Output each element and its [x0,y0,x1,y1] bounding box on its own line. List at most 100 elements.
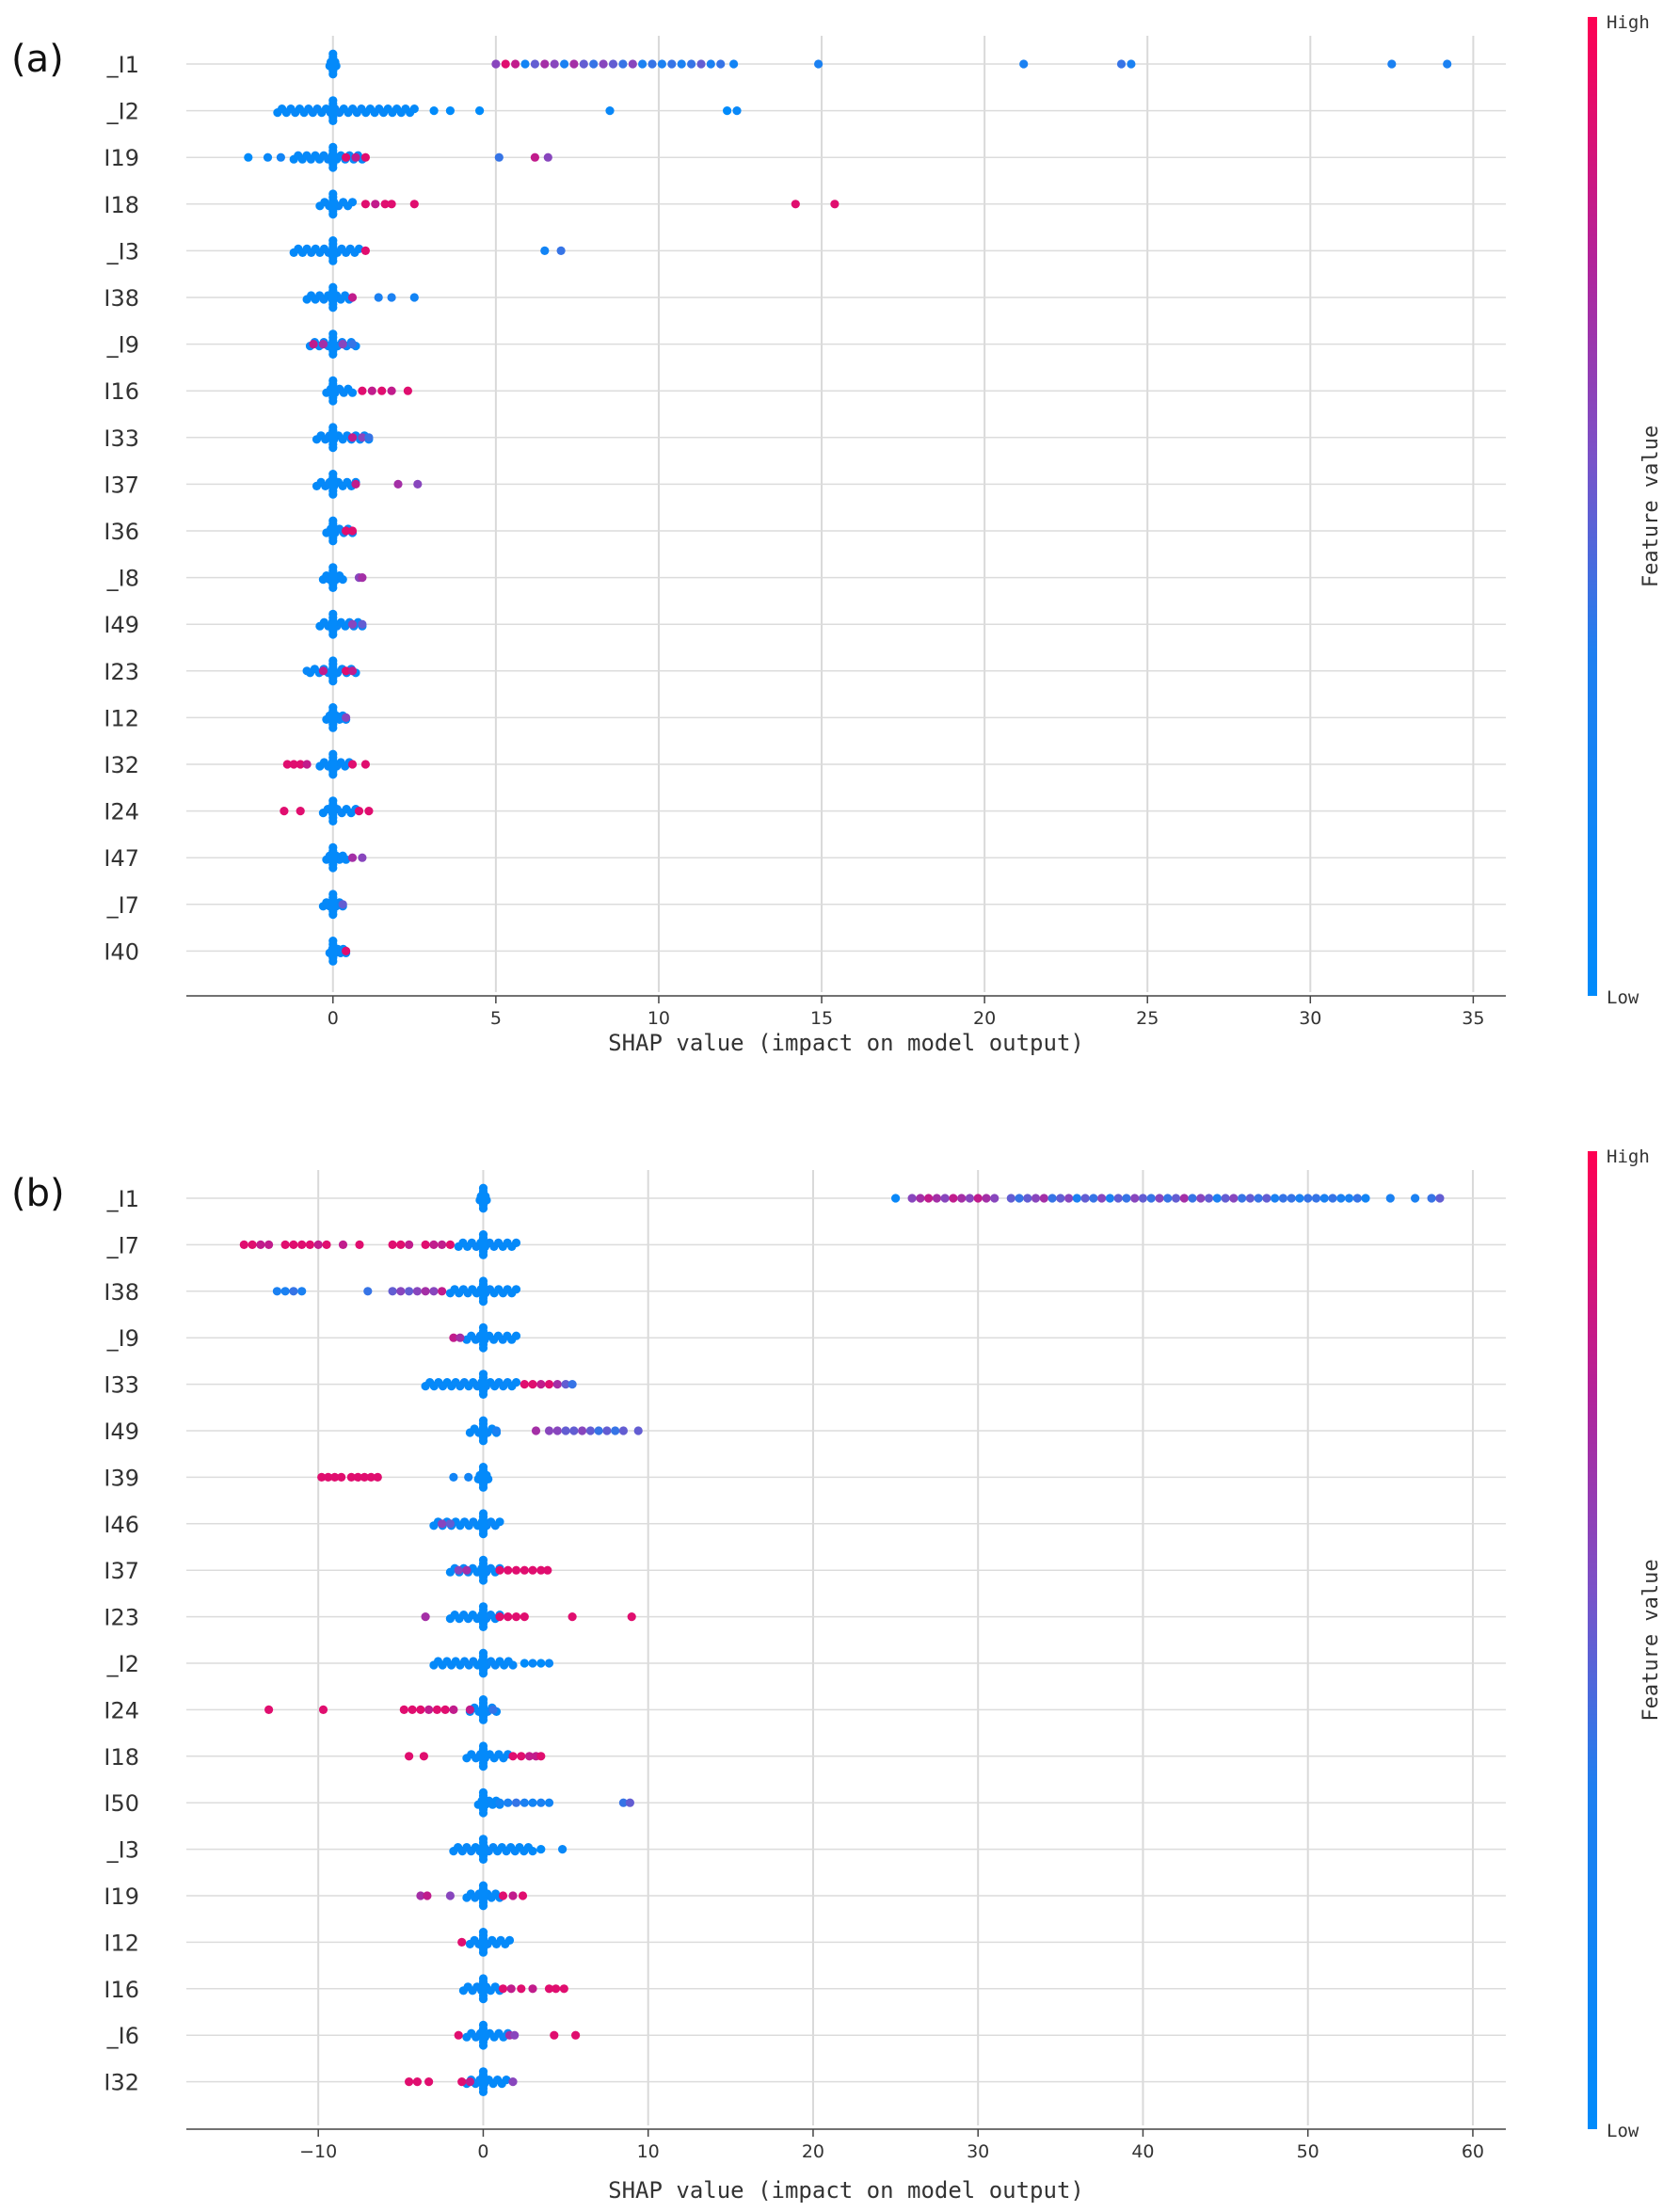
shap-point [360,1472,369,1482]
shap-point [520,1565,529,1575]
shap-point [358,573,367,583]
shap-point [589,59,599,69]
feature-label-I18: I18 [104,1744,139,1771]
feature-label-uI1: _I1 [106,52,139,78]
shap-point [454,1565,463,1575]
shap-point [932,1194,942,1203]
shap-point [814,59,824,69]
shap-point [1072,1194,1081,1203]
shap-point [648,59,657,69]
shap-point [264,1705,274,1714]
feature-label-uI3: _I3 [106,1837,139,1864]
shap-point [423,1891,432,1900]
shap-point [305,1240,314,1249]
shap-point [1031,1194,1041,1203]
shap-point [412,2077,422,2087]
shap-point [338,575,347,585]
shap-point [405,1752,414,1761]
panel-b: (b) _I1 _I7 I38 _I9 I33 I49 I39 I46 I37 I23 _I2 I24 I… [11,1146,1663,2204]
shap-point [706,59,715,69]
shap-point [360,246,370,255]
x-tick-label: 10 [637,2141,660,2162]
shap-point [366,1472,376,1482]
shap-point [396,1287,406,1296]
shap-point [561,1380,570,1389]
shap-point [239,1240,248,1249]
shap-point [454,2030,463,2040]
feature-label-I49: I49 [104,612,139,638]
shap-point [940,1194,950,1203]
shap-point [464,1472,473,1482]
feature-label-I36: I36 [104,519,139,545]
shap-point [445,106,455,116]
shap-point [388,1287,397,1296]
shap-point [328,910,338,920]
shap-point [1105,1194,1114,1203]
shap-point [1443,59,1452,69]
feature-label-I32: I32 [104,2070,139,2096]
colorbar-title: Feature value [1639,1559,1663,1721]
shap-point [990,1194,999,1203]
shap-point [313,1240,323,1249]
shap-point [488,1705,498,1714]
feature-label-I37: I37 [104,1558,139,1584]
shap-point [309,340,318,349]
shap-point [957,1194,967,1203]
shap-point [528,1380,537,1389]
shap-point [374,293,383,302]
shap-point [891,1194,901,1203]
shap-point [416,1705,425,1714]
shap-point [1188,1194,1197,1203]
shap-point [550,2030,559,2040]
shap-point [328,723,338,732]
shap-point [351,479,360,489]
x-tick-label: 0 [328,1008,339,1029]
shap-point [364,807,374,816]
shap-point [328,489,338,499]
shap-point [1130,1194,1140,1203]
shap-point [508,1660,518,1670]
shap-point [949,1194,958,1203]
shap-point [353,1472,362,1482]
shap-point [256,1240,265,1249]
shap-point [347,666,358,676]
shap-point [1212,1194,1222,1203]
feature-label-I19: I19 [104,145,139,171]
shap-point [504,1935,515,1945]
shap-point [1039,1194,1048,1203]
shap-point [511,1612,521,1622]
shap-point [1006,1194,1015,1203]
shap-point [478,1948,488,1957]
shap-point [982,1194,991,1203]
shap-point [413,479,423,489]
shap-point [536,1565,546,1575]
shap-point [421,1612,430,1622]
feature-label-I24: I24 [104,799,139,825]
feature-label-I23: I23 [104,1605,139,1631]
x-tick-label: 0 [477,2141,488,2162]
shap-point [364,433,374,442]
shap-point [559,1984,568,1994]
shap-point [528,1984,537,1994]
x-tick-label: 35 [1462,1008,1484,1029]
shap-point [289,760,298,769]
shap-point [677,59,686,69]
shap-point [328,443,338,453]
shap-point [498,1984,508,1994]
shap-point [520,1659,529,1668]
shap-point [585,1426,596,1435]
colorbar-low-label: Low [1607,987,1639,1008]
feature-label-I23: I23 [104,659,139,685]
shap-point [465,2077,474,2087]
shap-point [457,1937,467,1947]
shap-point [552,1984,561,1994]
shap-point [504,1798,513,1807]
shap-point [478,1483,488,1492]
shap-point [429,106,439,116]
x-tick-label: 10 [648,1008,670,1029]
feature-label-uI7: _I7 [106,1232,139,1258]
shap-point [498,1891,508,1900]
shap-point [445,1891,455,1900]
shap-point [456,1333,465,1342]
